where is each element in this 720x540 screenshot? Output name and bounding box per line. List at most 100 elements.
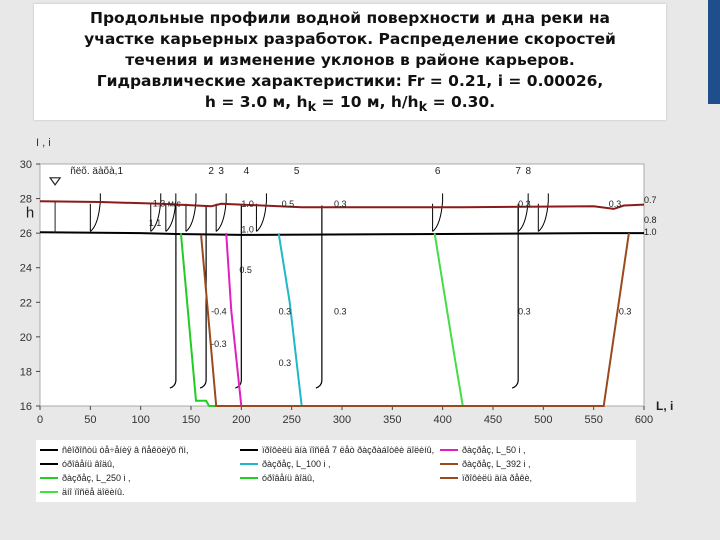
deep-profile-4: [511, 205, 519, 389]
y-tick-label-1: 18: [20, 366, 32, 378]
water-level-marker: [48, 177, 62, 186]
velocity-profile-2: [165, 193, 177, 232]
title-line-1: Продольные профили водной поверхности и …: [89, 9, 610, 27]
station-label-6: 6: [435, 166, 441, 177]
legend-label-3: óðîâåíü âîäû,: [62, 459, 115, 469]
x-tick-label-9: 450: [484, 414, 502, 426]
x-tick-label-3: 150: [182, 414, 200, 426]
y-tick-label-2: 20: [20, 332, 32, 344]
velocity-label-15: 0.3: [334, 306, 347, 316]
x-tick-label-12: 600: [635, 414, 653, 426]
title-sub-1: k: [307, 100, 317, 116]
legend-label-4: ðàçðåç, L_100 i ,: [262, 459, 331, 469]
deep-profile-1: [199, 205, 207, 389]
velocity-profile-6: [432, 193, 444, 232]
series-line-0: [39, 200, 645, 210]
x-tick-label-10: 500: [534, 414, 552, 426]
legend-label-9: äíî ïîñëå äîëèíû.: [62, 487, 125, 497]
velocity-profile-1: [150, 193, 162, 232]
station-label-2: 2: [208, 166, 214, 177]
series-line-4: [277, 232, 303, 407]
legend-label-1: ïðîôèëü äíà ïîñëå 7 ëåò ðàçðàáîòêè äîëèí…: [262, 445, 434, 455]
velocity-label-11: 0.5: [239, 265, 252, 275]
x-tick-label-6: 300: [333, 414, 351, 426]
x-tick-label-2: 100: [131, 414, 149, 426]
x-tick-label-5: 250: [282, 414, 300, 426]
x-tick-label-11: 550: [584, 414, 602, 426]
station-label-4: 4: [244, 166, 250, 177]
x-tick-label-4: 200: [232, 414, 250, 426]
velocity-label-12: -0.4: [211, 306, 227, 316]
depth-symbol: h: [26, 205, 34, 222]
velocity-label-6: 0.3: [518, 199, 531, 209]
title-sub-2: k: [418, 100, 428, 116]
page-title: Продольные профили водной поверхности и …: [34, 8, 666, 118]
velocity-profile-7: [517, 193, 529, 232]
x-tick-label-7: 350: [383, 414, 401, 426]
y-tick-label-4: 24: [20, 263, 32, 275]
velocity-label-4: 0.5: [282, 199, 295, 209]
station-label-3: 3: [218, 166, 224, 177]
velocity-label-7: 0.3: [609, 199, 622, 209]
velocity-profile-3: [185, 193, 197, 232]
title-line-5: h = 3.0 м, hk = 10 м, h/hk = 0.30.: [34, 92, 666, 118]
title-line-5c: = 0.30.: [427, 93, 496, 111]
station-label-8: 8: [525, 166, 531, 177]
title-line-2: участке карьерных разработок. Распределе…: [84, 30, 616, 48]
legend-label-7: óðîâåíü âîäû,: [262, 473, 315, 483]
x-tick-label-8: 400: [433, 414, 451, 426]
y-tick-label-6: 28: [20, 194, 32, 206]
deep-profile-3: [315, 205, 323, 389]
series-line-6: [200, 232, 630, 407]
legend-svg: ñêîðîñòü òå÷åíèÿ â ñåêöèÿõ ñì, ïðîôèëü äí…: [40, 445, 532, 497]
velocity-label-18: 0.3: [279, 358, 292, 368]
legend-label-2: ðàçðåç, L_50 i ,: [462, 445, 526, 455]
series-line-5: [433, 232, 464, 407]
legend-label-8: ïðîôèëü äíà ðåêè,: [462, 473, 532, 483]
velocity-label-16: 0.3: [518, 306, 531, 316]
series-line-2: [179, 233, 222, 407]
velocity-label-8: 0.7: [644, 195, 657, 205]
series-line-3: [225, 233, 243, 407]
velocity-label-14: 0.3: [279, 306, 292, 316]
x-tick-label-0: 0: [37, 414, 43, 426]
velocity-label-0: 1.3 м/с: [153, 198, 182, 208]
chart-area: 16 18 20 22 24 26 28 30 0 50 100 150 200 250 300 350 400…: [0, 124, 720, 540]
title-line-5a: h = 3.0 м, h: [204, 93, 308, 111]
plot-area: [39, 163, 645, 407]
velocity-label-3: 1.0: [241, 224, 254, 234]
velocity-label-17: 0.3: [619, 306, 632, 316]
velocity-profile-4: [215, 193, 227, 232]
y-tick-label-5: 26: [20, 228, 32, 240]
title-line-3: течения и изменение уклонов в районе кар…: [125, 51, 575, 69]
title-line-4: Гидравлические характеристики: Fr = 0.21…: [96, 72, 604, 90]
x-axis-label: L, i: [656, 399, 673, 413]
accent-bar: [708, 0, 720, 104]
y-tick-label-0: 16: [20, 401, 32, 413]
y-axis-label: I , i: [36, 137, 51, 149]
velocity-label-5: 0.3: [334, 199, 347, 209]
legend-label-0: ñêîðîñòü òå÷åíèÿ â ñåêöèÿõ ñì,: [62, 445, 189, 455]
legend: ñêîðîñòü òå÷åíèÿ â ñåêöèÿõ ñì, ïðîôèëü äí…: [36, 440, 636, 502]
velocity-label-9: 0.8: [644, 215, 657, 225]
station-label-1: ñëõ. äàõà,1: [70, 166, 123, 177]
velocity-label-2: 1.0: [241, 199, 254, 209]
legend-label-5: ðàçðåç, L_392 i ,: [462, 459, 531, 469]
series-line-1: [39, 231, 644, 236]
legend-label-6: ðàçðåç, L_250 i ,: [62, 473, 131, 483]
station-label-5: 5: [294, 166, 300, 177]
title-line-5b: = 10 м, h/h: [316, 93, 419, 111]
velocity-label-10: 1.0: [644, 227, 657, 237]
x-tick-label-1: 50: [84, 414, 96, 426]
y-tick-label-3: 22: [20, 297, 32, 309]
station-label-7: 7: [515, 166, 521, 177]
title-panel: Продольные профили водной поверхности и …: [34, 4, 666, 120]
velocity-profile-5: [256, 193, 267, 232]
velocity-label-13: -0.3: [211, 339, 227, 349]
deep-profile-2: [235, 205, 242, 389]
y-tick-label-7: 30: [20, 159, 32, 171]
deep-profile-0: [169, 205, 177, 389]
velocity-label-1: 1.1: [149, 218, 162, 228]
velocity-profile-8: [537, 193, 549, 232]
